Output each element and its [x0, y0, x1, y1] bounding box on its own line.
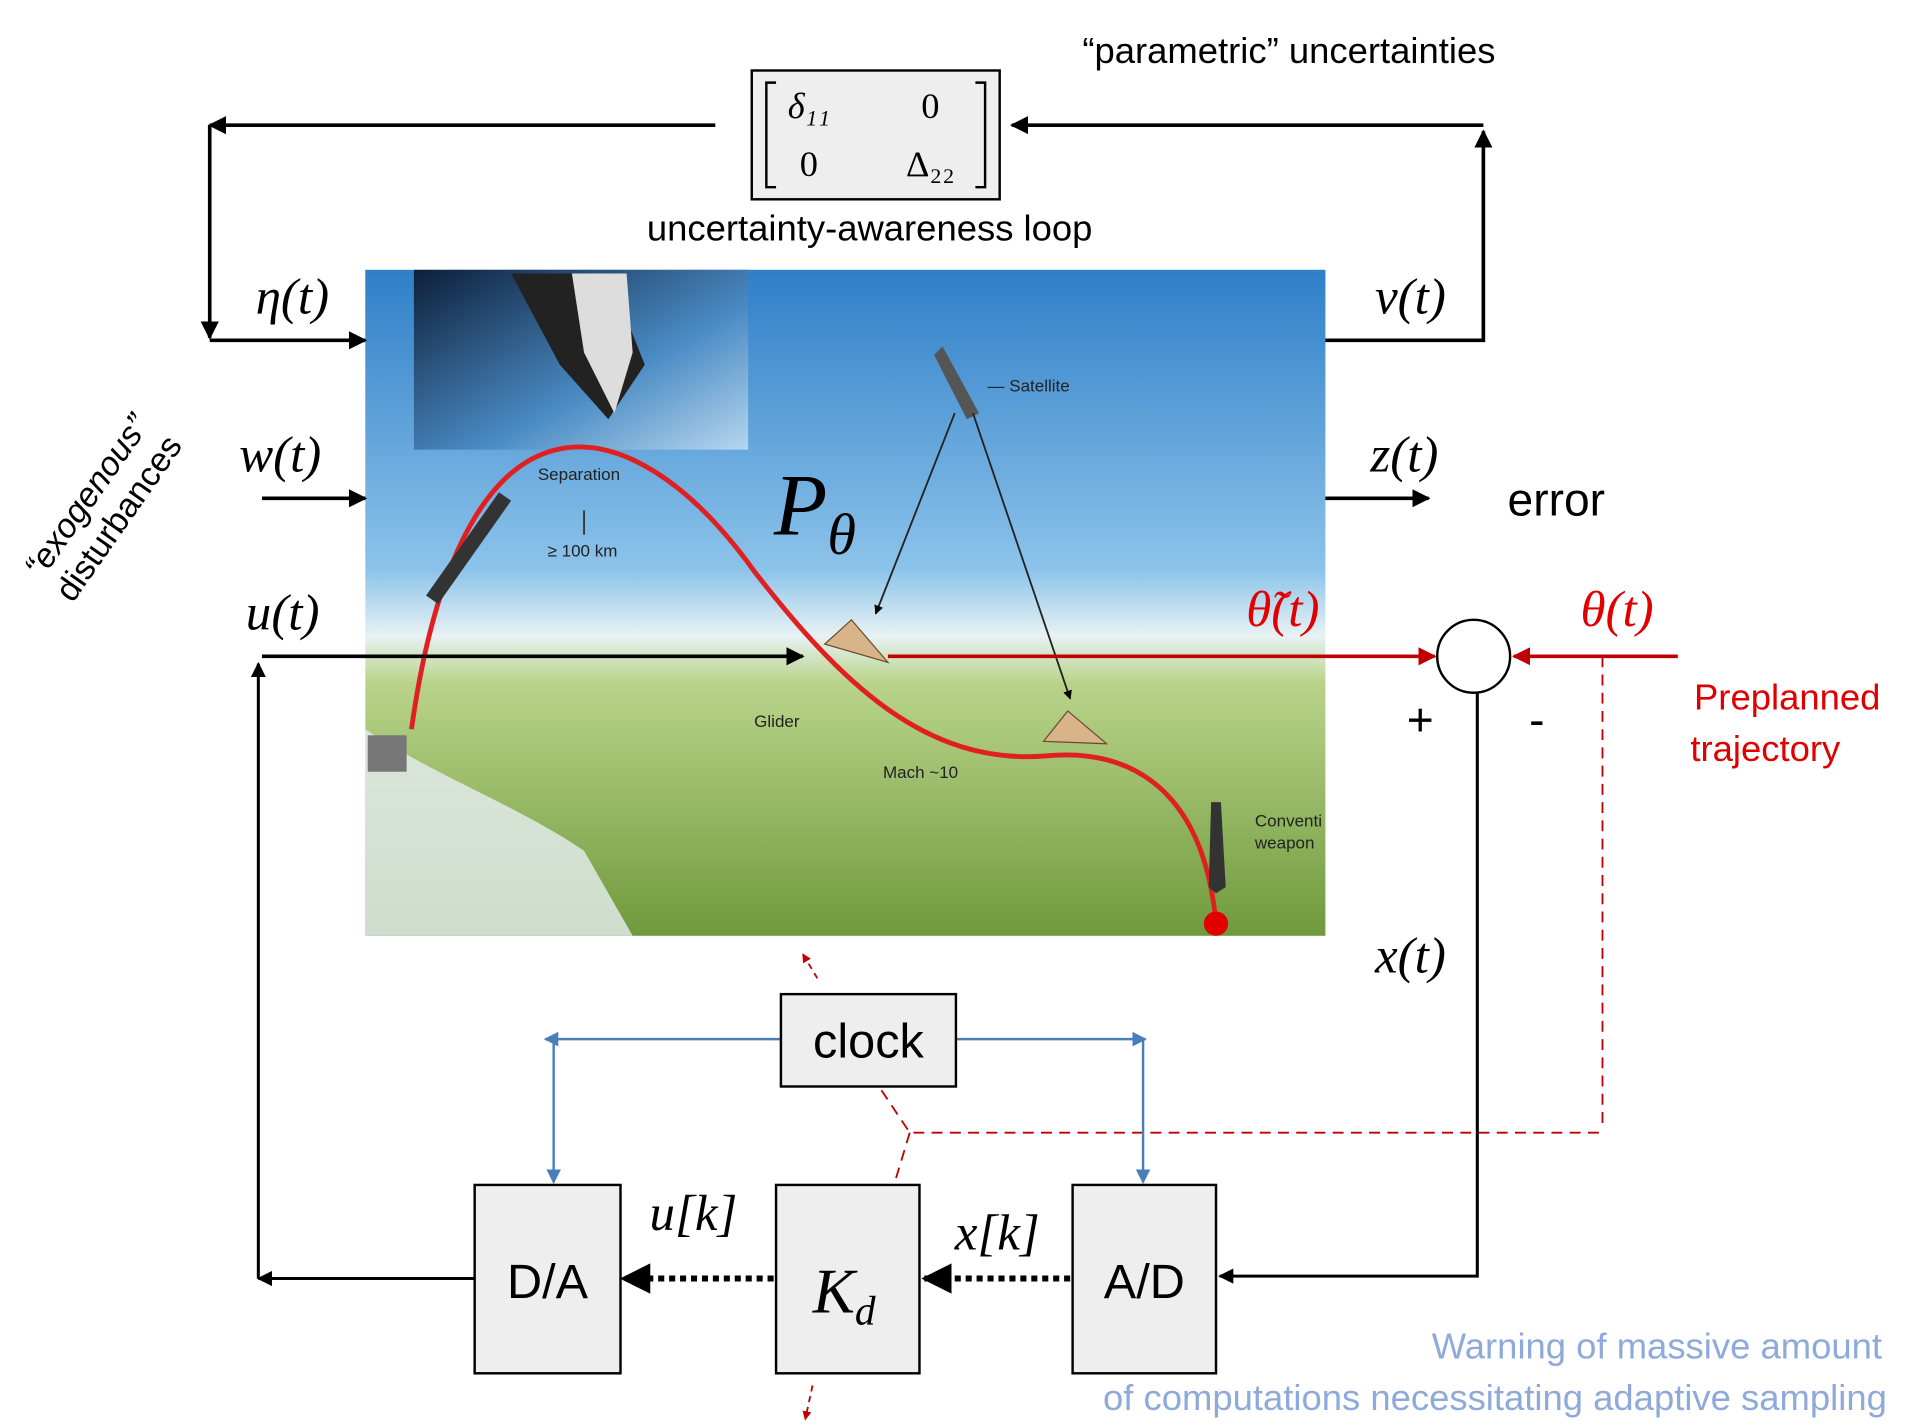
signal-label: θ̃(t) [1246, 582, 1319, 638]
exogenous-label: “exogenous” disturbances [16, 406, 190, 608]
block-label: D/A [507, 1255, 589, 1309]
summing-junction [1437, 620, 1510, 693]
image-label: weapon [1254, 833, 1315, 852]
matrix-entry: 0 [921, 86, 939, 126]
block-label: A/D [1104, 1255, 1185, 1309]
signal-label: u(t) [246, 586, 320, 642]
annotation: uncertainty-awareness loop [647, 208, 1093, 249]
matrix-entry: 0 [800, 144, 818, 184]
signal-label: x(t) [1374, 928, 1446, 984]
signal-label: x[k] [954, 1205, 1040, 1261]
annotation: “parametric” uncertainties [1082, 30, 1495, 71]
signal-label: z(t) [1369, 428, 1438, 484]
image-label: — Satellite [988, 376, 1070, 395]
image-label: Mach ~10 [883, 763, 958, 782]
subscript: θ [827, 502, 856, 567]
image-label: Separation [538, 465, 620, 484]
sign: + [1407, 693, 1434, 745]
signal-label: θ(t) [1580, 582, 1653, 638]
matrix-entry: δ₁₁ [788, 86, 830, 126]
sign: - [1529, 693, 1544, 745]
diagram: Separation ≥ 100 km — Satellite Glider M… [0, 0, 1907, 1428]
annotation: error [1508, 473, 1605, 525]
signal-label: η(t) [256, 270, 329, 326]
plant-picture: Separation ≥ 100 km — Satellite Glider M… [365, 270, 1325, 936]
block-label: clock [813, 1014, 924, 1068]
image-label: Conventi [1255, 811, 1322, 830]
image-label: ≥ 100 km [548, 542, 618, 561]
annotation: of computations necessitating adaptive s… [1103, 1377, 1887, 1418]
signal-label: w(t) [239, 428, 321, 484]
symbol: K [812, 1257, 858, 1327]
annotation: Preplanned [1694, 677, 1880, 718]
image-label: Glider [754, 712, 800, 731]
annotation: Warning of massive amount [1432, 1326, 1882, 1367]
matrix-entry: Δ₂₂ [906, 144, 955, 184]
subscript: d [855, 1288, 876, 1334]
symbol: P [773, 457, 827, 554]
signal-label: u[k] [649, 1186, 737, 1242]
annotation: trajectory [1690, 728, 1841, 769]
signal-label: v(t) [1375, 270, 1446, 326]
